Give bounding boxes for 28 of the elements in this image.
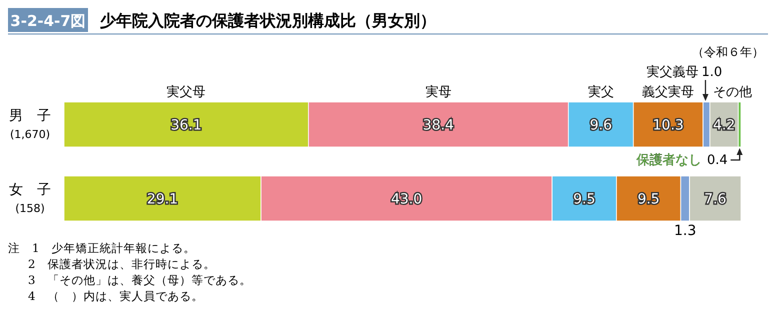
series-label: 実父母 [166,84,206,100]
series-label: その他 [712,85,752,100]
data-label: 43.0 [390,192,422,208]
series-label: 義父実母 [642,84,694,100]
data-label: 1.3 [674,223,696,239]
data-label: 38.4 [422,118,454,134]
text: 4 （ ）内は、実人員である。 [28,289,204,303]
data-label: 9.5 [637,192,660,208]
series-label: 実父 [588,84,614,100]
data-label: 4.2 [712,118,736,134]
text: 2 保護者状況は、非行時による。 [28,257,216,271]
chart-subtitle: （令和６年） [692,45,764,59]
y-tick-label: 女 子 (158) [9,182,51,215]
data-label: 10.3 [652,118,684,134]
data-label: 36.1 [170,118,202,134]
data-label: 7.6 [704,192,726,208]
data-label: 9.5 [573,192,596,208]
series-label: 実父義母 [646,64,698,80]
data-label: 1.0 [701,65,722,80]
text: 保護者なし [636,153,702,168]
data-label: 29.1 [146,192,178,208]
chart-title: 3-2-4-7図 少年院入院者の保護者状況別構成比（男女別） [10,11,436,30]
data-label: 9.6 [590,118,612,134]
text: 3 「その他」は、養父（母）等である。 [28,273,252,287]
data-label: 0.4 [706,153,728,168]
text: 注 1 少年矯正統計年報による。 [8,241,196,255]
series-label: 実母 [425,84,452,100]
y-tick-label: 男 子 (1,670) [9,108,51,141]
